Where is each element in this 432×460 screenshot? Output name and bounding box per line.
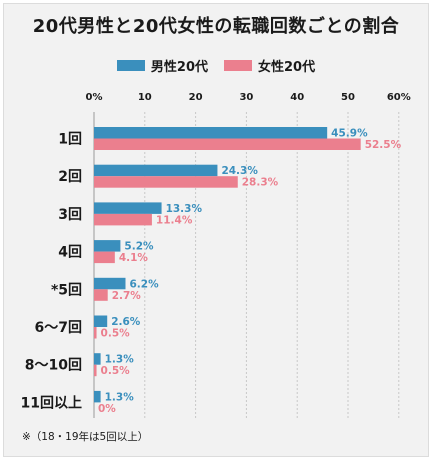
data-label-female: 11.4%: [156, 214, 193, 226]
chart-title: 20代男性と20代女性の転職回数ごとの割合: [32, 16, 400, 37]
legend-label-male: 男性20代: [150, 60, 208, 75]
bar-female: [94, 213, 152, 226]
bar-female: [94, 364, 97, 377]
data-label-female: 4.1%: [119, 252, 149, 264]
legend-label-female: 女性20代: [258, 60, 316, 75]
x-tick-label: 50: [341, 92, 355, 103]
bar-male: [94, 353, 101, 365]
x-tick-label: 60%: [387, 92, 411, 103]
data-label-female: 52.5%: [365, 139, 402, 151]
x-tick-label: 0%: [86, 92, 103, 103]
category-label: 11回以上: [21, 395, 82, 411]
bar-female: [94, 289, 108, 301]
data-label-male: 13.3%: [166, 203, 203, 215]
footnote: ※（18・19年は5回以上）: [22, 431, 149, 443]
category-label: *5回: [51, 282, 82, 298]
data-label-female: 0%: [98, 403, 116, 415]
data-label-male: 45.9%: [331, 128, 368, 140]
data-label-male: 5.2%: [124, 241, 154, 253]
bar-male: [94, 240, 121, 252]
chart-legend: 男性20代 女性20代: [0, 56, 432, 75]
bar-female: [94, 138, 361, 150]
category-label: 4回: [58, 245, 82, 261]
bar-female: [94, 327, 97, 339]
data-label-male: 6.2%: [129, 278, 159, 290]
legend-swatch-female: [224, 60, 252, 71]
legend-item-male: 男性20代: [116, 56, 208, 75]
category-label: 8〜10回: [25, 358, 82, 374]
category-label: 1回: [58, 132, 82, 148]
data-label-female: 0.5%: [101, 328, 131, 340]
category-label: 6〜7回: [35, 320, 82, 336]
legend-swatch-male: [116, 60, 145, 71]
data-label-male: 2.6%: [111, 316, 141, 328]
x-tick-label: 20: [189, 92, 203, 103]
category-label: 3回: [58, 207, 82, 223]
x-tick-label: 40: [290, 92, 304, 103]
bar-male: [94, 127, 328, 139]
chart-frame: [3, 3, 429, 457]
legend-item-female: 女性20代: [224, 56, 315, 75]
x-tick-label: 10: [138, 92, 152, 103]
bar-male: [94, 390, 101, 403]
data-label-female: 28.3%: [242, 177, 279, 189]
data-label-male: 1.3%: [105, 354, 135, 366]
bar-male: [94, 315, 108, 327]
category-label: 2回: [58, 169, 82, 185]
bar-male: [94, 202, 162, 214]
bar-female: [94, 176, 238, 188]
bar-female: [94, 251, 115, 264]
data-label-female: 2.7%: [112, 290, 142, 302]
data-label-female: 0.5%: [101, 365, 131, 377]
data-label-male: 24.3%: [221, 165, 258, 177]
x-tick-label: 30: [239, 92, 253, 103]
bar-male: [94, 277, 126, 290]
bar-male: [94, 164, 218, 177]
data-label-male: 1.3%: [105, 391, 135, 403]
